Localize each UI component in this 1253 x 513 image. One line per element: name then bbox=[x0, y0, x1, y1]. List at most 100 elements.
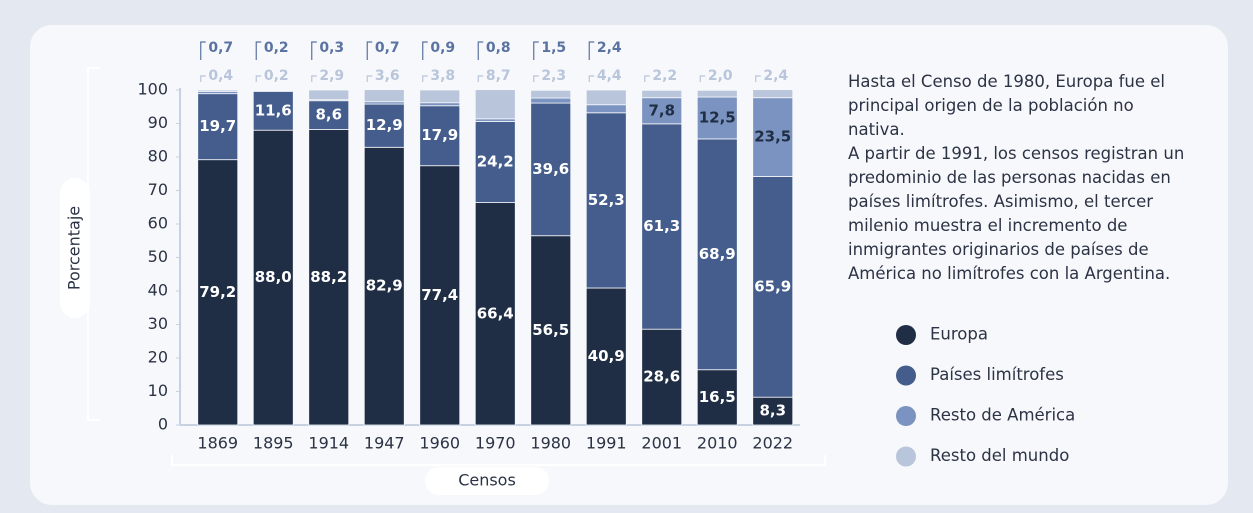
legend-label: Países limítrofes bbox=[930, 365, 1064, 384]
x-axis-title: Censos bbox=[458, 471, 516, 490]
value-label: 40,9 bbox=[588, 347, 625, 365]
x-tick-label: 2001 bbox=[641, 434, 682, 453]
value-label: 77,4 bbox=[421, 286, 458, 304]
value-label: 56,5 bbox=[532, 321, 569, 339]
bar-segment bbox=[197, 93, 239, 161]
value-label: 68,9 bbox=[699, 245, 736, 263]
y-axis-title: Porcentaje bbox=[65, 206, 84, 290]
value-label: 17,9 bbox=[421, 126, 458, 144]
label-bracket bbox=[699, 75, 706, 82]
label-bracket bbox=[311, 41, 317, 60]
bar-segment bbox=[363, 103, 405, 148]
value-label: 2,4 bbox=[597, 40, 622, 56]
y-tick-label: 0 bbox=[158, 415, 168, 434]
bar-segment bbox=[252, 90, 294, 131]
label-bracket bbox=[588, 75, 595, 82]
legend-label: Resto de América bbox=[930, 406, 1075, 425]
bar-segment bbox=[641, 123, 683, 330]
value-label: 0,7 bbox=[208, 40, 233, 56]
value-label: 0,8 bbox=[486, 40, 511, 56]
y-tick-label: 30 bbox=[148, 314, 168, 333]
x-tick-label: 1960 bbox=[419, 434, 460, 453]
value-label: 0,3 bbox=[319, 40, 344, 56]
bar-segment bbox=[752, 97, 794, 177]
value-label: 28,6 bbox=[643, 368, 680, 386]
value-label: 16,5 bbox=[699, 388, 736, 406]
value-label: 0,2 bbox=[264, 68, 289, 84]
legend-label: Europa bbox=[930, 325, 988, 344]
bar-segment bbox=[585, 287, 627, 426]
x-tick-label: 2010 bbox=[697, 434, 738, 453]
label-bracket bbox=[477, 75, 484, 82]
x-tick-label: 1869 bbox=[197, 434, 238, 453]
value-label: 0,4 bbox=[208, 68, 233, 84]
bar-segment bbox=[641, 97, 683, 125]
bar-segment bbox=[530, 97, 572, 104]
bar-segment bbox=[252, 129, 294, 426]
value-label: 8,6 bbox=[315, 106, 342, 124]
y-tick-label: 70 bbox=[148, 180, 168, 199]
value-label: 52,3 bbox=[588, 191, 625, 209]
label-bracket bbox=[755, 75, 761, 82]
label-bracket bbox=[255, 41, 262, 60]
note: Hasta el Censo de 1980, Europa fue el pr… bbox=[848, 70, 1193, 286]
bar-segment bbox=[585, 89, 627, 106]
x-tick-label: 1947 bbox=[364, 434, 405, 453]
y-tick-label: 80 bbox=[148, 147, 168, 166]
bar-segment bbox=[696, 89, 738, 98]
legend-marker bbox=[896, 365, 916, 386]
label-bracket bbox=[366, 75, 373, 82]
bar-segment bbox=[363, 89, 405, 103]
x-tick-label: 1980 bbox=[530, 434, 571, 453]
bar-segment bbox=[752, 89, 794, 99]
x-bracket bbox=[171, 455, 826, 466]
value-label: 2,2 bbox=[652, 68, 677, 84]
x-label-pill bbox=[425, 467, 549, 495]
label-bracket bbox=[533, 41, 539, 60]
label-bracket bbox=[422, 41, 428, 60]
value-label: 88,0 bbox=[255, 268, 292, 286]
value-label: 61,3 bbox=[643, 217, 680, 235]
y-label-pill bbox=[60, 178, 90, 318]
bar-segment bbox=[474, 89, 516, 120]
label-bracket bbox=[644, 75, 650, 82]
bar-segment bbox=[363, 146, 405, 426]
x-tick-label: 1970 bbox=[475, 434, 516, 453]
value-label: 24,2 bbox=[477, 153, 514, 171]
value-label: 19,7 bbox=[199, 117, 236, 135]
y-tick-label: 100 bbox=[137, 80, 168, 99]
value-label: 12,5 bbox=[699, 108, 736, 126]
x-tick-label: 1914 bbox=[308, 434, 349, 453]
value-label: 11,6 bbox=[255, 101, 292, 119]
bar-segment bbox=[252, 89, 294, 92]
value-label: 66,4 bbox=[477, 304, 514, 322]
value-label: 7,8 bbox=[648, 101, 675, 119]
bar-segment bbox=[696, 369, 738, 426]
value-label: 3,6 bbox=[375, 68, 400, 84]
label-bracket bbox=[200, 41, 206, 60]
note-paragraph: Hasta el Censo de 1980, Europa fue el pr… bbox=[848, 72, 1165, 139]
bar-segment bbox=[585, 104, 627, 114]
value-label: 2,3 bbox=[541, 68, 566, 84]
value-label: 0,7 bbox=[375, 40, 400, 56]
bar-segment bbox=[641, 89, 683, 99]
value-label: 2,9 bbox=[319, 68, 344, 84]
bar-segment bbox=[197, 89, 239, 92]
bar-segment bbox=[752, 396, 794, 426]
label-bracket bbox=[533, 75, 539, 82]
label-bracket bbox=[366, 41, 373, 60]
y-tick-label: 60 bbox=[148, 214, 168, 233]
bar-segment bbox=[419, 105, 461, 167]
bar-segment bbox=[696, 138, 738, 371]
value-label: 88,2 bbox=[310, 268, 347, 286]
value-label: 2,4 bbox=[763, 68, 788, 84]
value-label: 4,4 bbox=[597, 68, 622, 84]
legend-label: Resto del mundo bbox=[930, 446, 1069, 465]
y-tick-label: 50 bbox=[148, 247, 168, 266]
value-label: 12,9 bbox=[366, 116, 403, 134]
y-tick-label: 20 bbox=[148, 348, 168, 367]
value-label: 8,7 bbox=[486, 68, 511, 84]
label-bracket bbox=[311, 75, 317, 82]
